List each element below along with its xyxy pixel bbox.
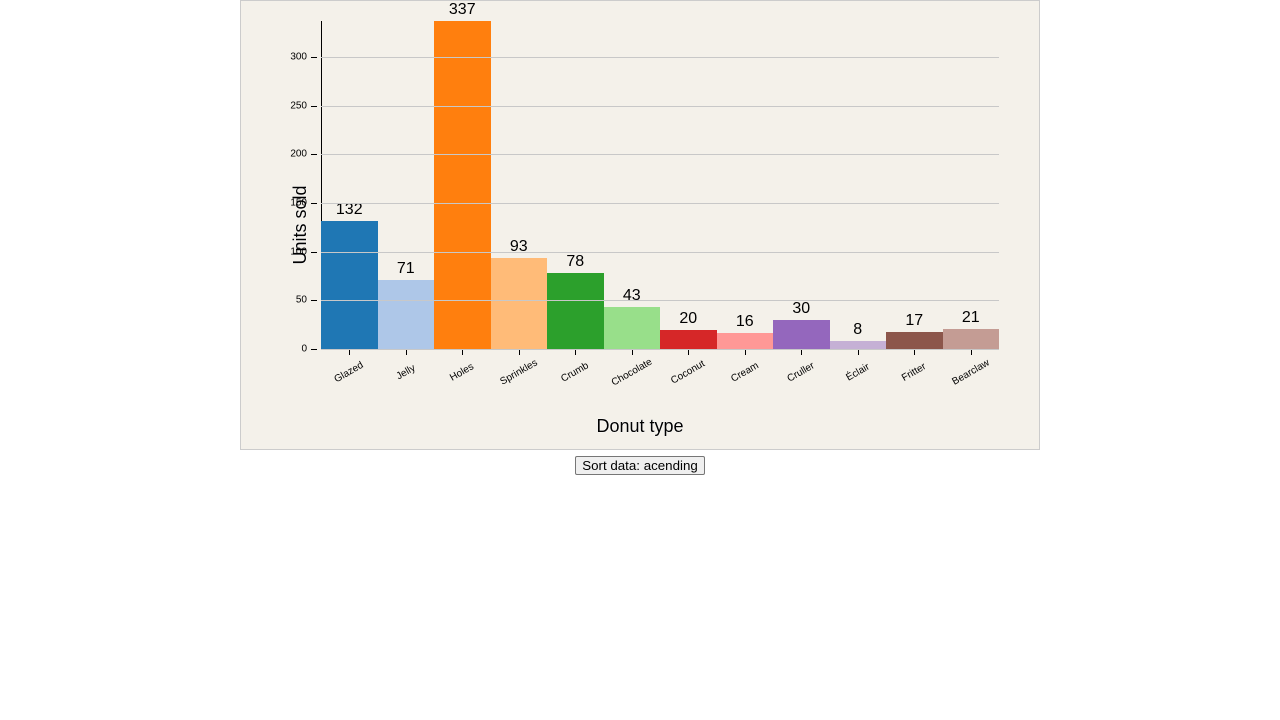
gridline [321,349,999,350]
bar-value-label: 20 [679,310,697,328]
x-tick-label: Glazed [333,360,366,385]
y-tick-label: 100 [290,246,307,257]
gridline [321,203,999,204]
y-tick [311,349,317,350]
x-tick-label: Cream [729,360,760,385]
x-axis-label: Donut type [596,416,683,437]
bar: 93 [491,258,548,349]
x-tick-label: Crumb [560,360,591,385]
x-tick-label: Sprinkles [498,357,539,387]
y-tick-label: 300 [290,52,307,63]
gridline [321,252,999,253]
y-tick [311,300,317,301]
y-tick-label: 50 [296,295,307,306]
bar-value-label: 16 [736,313,754,331]
bar: 16 [717,333,774,349]
bar: 30 [773,320,830,349]
x-tick-label: Éclair [844,361,871,383]
bar-value-label: 337 [449,1,476,19]
bar-value-label: 17 [905,312,923,330]
bar-value-label: 93 [510,238,528,256]
bar-value-label: 43 [623,287,641,305]
y-tick [311,203,317,204]
x-tick-label: Coconut [669,358,707,386]
sort-button[interactable]: Sort data: acending [575,456,705,475]
y-tick [311,154,317,155]
y-tick [311,57,317,58]
bar: 21 [943,329,1000,349]
y-tick [311,252,317,253]
bar: 17 [886,332,943,349]
bar: 132 [321,221,378,349]
bar: 8 [830,341,887,349]
plot-area: 132Glazed71Jelly337Holes93Sprinkles78Cru… [321,21,999,349]
bar: 20 [660,330,717,349]
bar-value-label: 30 [792,300,810,318]
donut-sales-chart: Units sold Donut type 132Glazed71Jelly33… [240,0,1040,450]
bar: 78 [547,273,604,349]
bar-value-label: 8 [853,321,862,339]
x-tick-label: Jelly [394,363,417,383]
gridline [321,106,999,107]
y-tick-label: 250 [290,100,307,111]
bar-value-label: 71 [397,260,415,278]
x-tick-label: Bearclaw [950,357,991,387]
y-tick-label: 0 [301,344,307,355]
y-tick-label: 150 [290,198,307,209]
x-tick-label: Holes [448,361,476,383]
bar: 43 [604,307,661,349]
bar: 71 [378,280,435,349]
gridline [321,300,999,301]
gridline [321,154,999,155]
x-tick-label: Chocolate [610,356,654,388]
y-tick [311,106,317,107]
bar-value-label: 78 [566,253,584,271]
gridline [321,57,999,58]
y-tick-label: 200 [290,149,307,160]
x-tick-label: Cruller [786,360,817,384]
bar-value-label: 21 [962,309,980,327]
x-tick-label: Fritter [900,361,928,384]
